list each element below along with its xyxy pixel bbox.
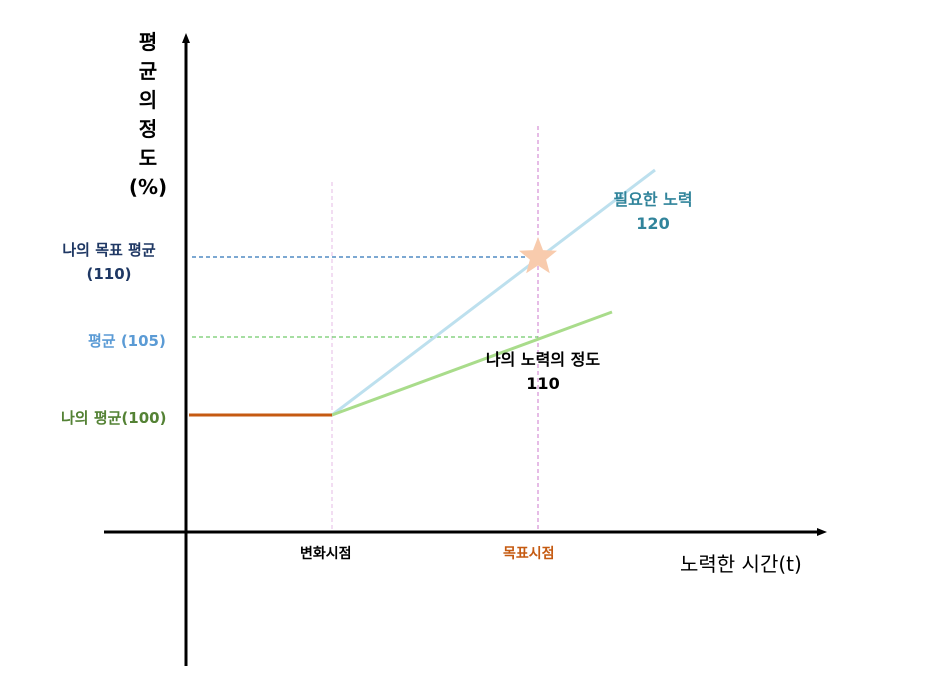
my-effort-label-line1: 나의 노력의 정도 xyxy=(485,350,601,369)
needed-effort-line xyxy=(331,168,656,417)
x-axis-title: 노력한 시간(t) xyxy=(680,552,802,576)
star-icon xyxy=(519,237,557,274)
needed-effort-label-line1: 필요한 노력 xyxy=(613,190,693,209)
my-average-label: 나의 평균(100) xyxy=(61,409,167,427)
y-axis-title-char: 정 xyxy=(138,117,158,141)
y-axis-title-char: 균 xyxy=(138,59,158,83)
goal-point-label: 목표시점 xyxy=(503,546,555,562)
y-axis-title-char: 평 xyxy=(138,30,158,54)
my-effort-label: 나의 노력의 정도 110 xyxy=(462,348,624,396)
change-point-label: 변화시점 xyxy=(300,546,352,562)
average-label: 평균 (105) xyxy=(88,332,166,350)
target-average-label-line1: 나의 목표 평균 xyxy=(62,241,156,259)
target-average-label-line2: (110) xyxy=(86,265,132,283)
y-axis-title: 평 균 의 정 도 (%) xyxy=(128,28,168,202)
y-axis-title-char: 의 xyxy=(138,88,158,112)
target-average-label: 나의 목표 평균 (110) xyxy=(48,238,170,286)
y-axis-title-char: (%) xyxy=(128,175,168,199)
needed-effort-label-line2: 120 xyxy=(636,214,670,233)
my-effort-line xyxy=(331,310,613,417)
needed-effort-label: 필요한 노력 120 xyxy=(592,188,714,236)
y-axis-title-char: 도 xyxy=(138,146,158,170)
my-effort-label-line2: 110 xyxy=(526,374,560,393)
